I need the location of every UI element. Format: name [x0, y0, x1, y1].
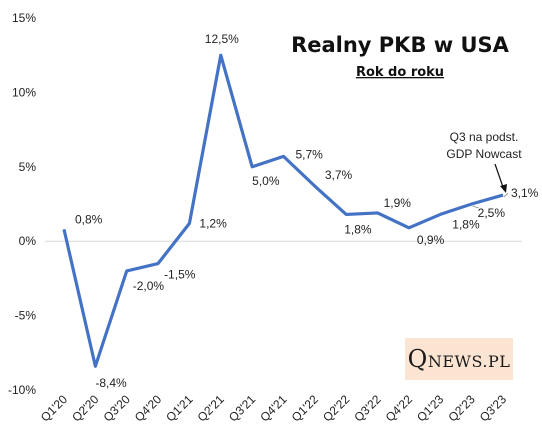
data-label: 12,5% — [205, 32, 239, 46]
qnews-logo: QNEWS.PL — [405, 338, 513, 380]
annotation-line-1: Q3 na podst. — [450, 130, 519, 144]
x-tick-label: Q3'22 — [351, 392, 384, 425]
y-tick-label: 15% — [12, 11, 36, 25]
x-tick-label: Q1'22 — [289, 392, 322, 425]
logo-letter: Q — [407, 345, 428, 373]
data-label: 1,2% — [199, 216, 227, 230]
x-tick-label: Q3'21 — [226, 392, 259, 425]
y-tick-label: -10% — [8, 383, 36, 397]
x-axis-ticks: Q1'20 Q2'20 Q3'20 Q4'20 Q1'21 Q2'21 Q3'21 Q4'21… — [38, 392, 510, 425]
x-tick-label: Q1'21 — [163, 392, 196, 425]
annotation-line-2: GDP Nowcast — [446, 147, 522, 161]
series-line — [62, 53, 504, 368]
data-labels: 0,8% -8,4% -2,0%-1,5% 1,2% 12,5% 5,0% 5,7%3,7%… — [75, 32, 539, 390]
x-tick-label: Q4'20 — [132, 392, 165, 425]
y-axis-ticks: 15% 10% 5% 0% -5% -10% — [8, 11, 36, 397]
data-label: -2,0% — [133, 279, 165, 293]
chart-title: Realny PKB w USA — [291, 33, 510, 57]
x-tick-label: Q4'21 — [257, 392, 290, 425]
data-label: 0,9% — [417, 233, 445, 247]
annotation-arrowhead — [500, 184, 507, 193]
data-label: 1,9% — [384, 196, 412, 210]
x-tick-label: Q4'22 — [383, 392, 416, 425]
x-tick-label: Q2'22 — [320, 392, 353, 425]
data-label: -8,4% — [95, 376, 127, 390]
data-label: 1,8% — [344, 222, 372, 236]
x-tick-label: Q2'20 — [69, 392, 102, 425]
y-tick-label: 0% — [19, 234, 37, 248]
chart-subtitle: Rok do roku — [356, 65, 444, 80]
data-label: 1,8% — [452, 217, 480, 231]
x-tick-label: Q3'23 — [477, 392, 510, 425]
data-label: 5,7% — [296, 147, 324, 161]
x-tick-label: Q2'23 — [445, 392, 478, 425]
x-tick-label: Q1'20 — [38, 392, 71, 425]
data-label: 3,1% — [511, 186, 539, 200]
data-label-leader — [472, 205, 479, 209]
data-label: 3,7% — [325, 168, 353, 182]
x-tick-label: Q3'20 — [101, 392, 134, 425]
logo-rest: NEWS.PL — [427, 352, 511, 371]
data-label: 2,5% — [478, 206, 506, 220]
x-tick-label: Q1'23 — [414, 392, 447, 425]
x-tick-label: Q2'21 — [195, 392, 228, 425]
data-label-leader — [503, 192, 509, 198]
data-label: -1,5% — [164, 268, 196, 282]
logo-text: QNEWS.PL — [408, 345, 511, 373]
data-label: 0,8% — [75, 212, 103, 226]
data-label: 5,0% — [252, 174, 280, 188]
y-tick-label: 5% — [19, 160, 37, 174]
y-tick-label: 10% — [12, 85, 36, 99]
y-tick-label: -5% — [15, 309, 37, 323]
